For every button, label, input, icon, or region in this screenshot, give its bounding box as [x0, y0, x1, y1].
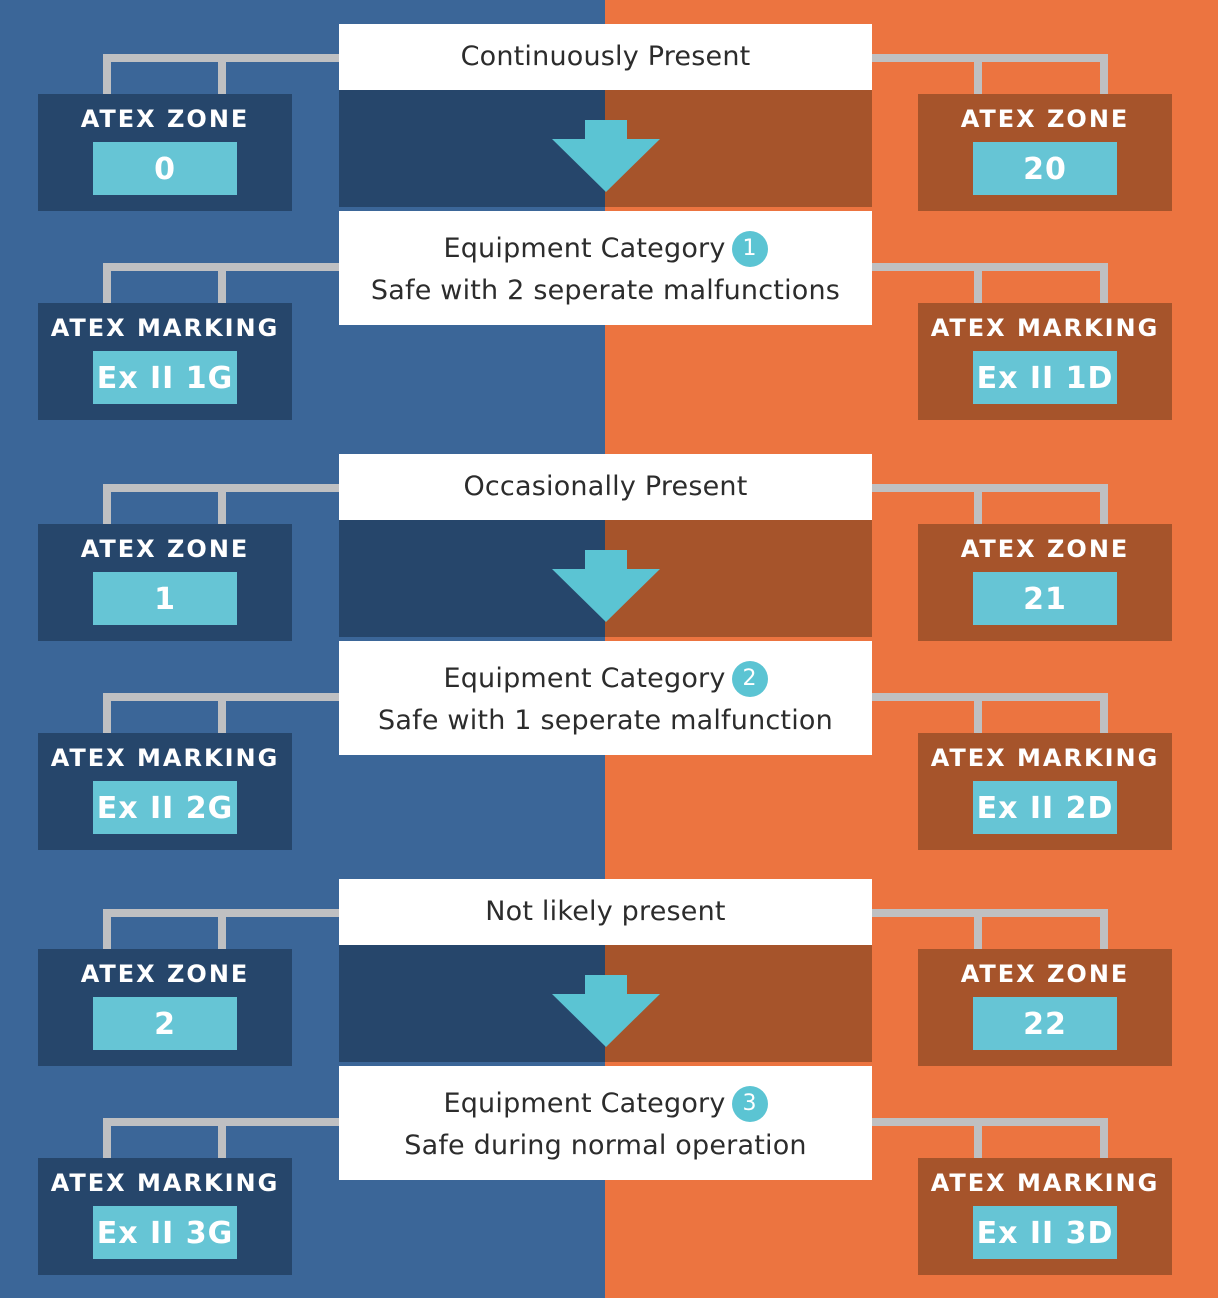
marking-label: ATEX MARKING — [930, 314, 1160, 342]
category-number-badge: 1 — [731, 231, 768, 267]
equipment-category-box: Equipment Category 3 Safe during normal o… — [339, 1066, 872, 1180]
connector-line — [974, 54, 982, 94]
connector-line — [103, 54, 111, 94]
marking-value: Ex II 3G — [93, 1206, 237, 1259]
zone-value: 22 — [973, 997, 1117, 1050]
marking-label: ATEX MARKING — [50, 744, 280, 772]
connector-line — [872, 693, 1108, 701]
gas-zone-box: ATEX ZONE 1 — [38, 524, 292, 641]
category-number-badge: 3 — [731, 1086, 768, 1122]
connector-line — [974, 693, 982, 733]
connector-line — [1100, 1118, 1108, 1158]
connector-line — [1100, 263, 1108, 303]
zone-label: ATEX ZONE — [960, 535, 1130, 563]
arrow-band — [339, 520, 872, 637]
zone-value: 0 — [93, 142, 237, 195]
equipment-category-box: Equipment Category 1 Safe with 2 seperate… — [339, 211, 872, 325]
zone-value: 1 — [93, 572, 237, 625]
category-description: Safe during normal operation — [404, 1130, 807, 1161]
category-label: Equipment Category — [443, 233, 726, 264]
connector-line — [103, 1118, 111, 1158]
zone-label: ATEX ZONE — [960, 960, 1130, 988]
connector-line — [218, 1118, 226, 1158]
dust-zone-box: ATEX ZONE 22 — [918, 949, 1172, 1066]
connector-line — [1100, 54, 1108, 94]
marking-label: ATEX MARKING — [50, 314, 280, 342]
marking-label: ATEX MARKING — [930, 1169, 1160, 1197]
connector-line — [218, 484, 226, 524]
connector-line — [218, 54, 226, 94]
connector-line — [103, 484, 111, 524]
down-arrow-icon — [552, 975, 660, 1047]
gas-marking-box: ATEX MARKING Ex II 3G — [38, 1158, 292, 1275]
zone-value: 2 — [93, 997, 237, 1050]
category-description: Safe with 2 seperate malfunctions — [370, 275, 841, 306]
zone-label: ATEX ZONE — [960, 105, 1130, 133]
connector-line — [872, 909, 1108, 917]
zone-value: 20 — [973, 142, 1117, 195]
marking-value: Ex II 1D — [973, 351, 1117, 404]
dust-marking-box: ATEX MARKING Ex II 2D — [918, 733, 1172, 850]
zone-value: 21 — [973, 572, 1117, 625]
connector-line — [218, 909, 226, 949]
dust-marking-box: ATEX MARKING Ex II 1D — [918, 303, 1172, 420]
connector-line — [103, 693, 111, 733]
zone-label: ATEX ZONE — [80, 105, 250, 133]
connector-line — [103, 263, 111, 303]
marking-label: ATEX MARKING — [930, 744, 1160, 772]
category-number-badge: 2 — [731, 661, 768, 697]
gas-marking-box: ATEX MARKING Ex II 1G — [38, 303, 292, 420]
arrow-band — [339, 90, 872, 207]
category-label: Equipment Category — [443, 663, 726, 694]
marking-value: Ex II 2G — [93, 781, 237, 834]
dust-zone-box: ATEX ZONE 21 — [918, 524, 1172, 641]
marking-value: Ex II 3D — [973, 1206, 1117, 1259]
down-arrow-icon — [552, 550, 660, 622]
marking-label: ATEX MARKING — [50, 1169, 280, 1197]
connector-line — [1100, 693, 1108, 733]
zone-label: ATEX ZONE — [80, 535, 250, 563]
connector-line — [103, 909, 111, 949]
gas-marking-box: ATEX MARKING Ex II 2G — [38, 733, 292, 850]
connector-line — [1100, 484, 1108, 524]
marking-value: Ex II 2D — [973, 781, 1117, 834]
connector-line — [872, 263, 1108, 271]
connector-line — [1100, 909, 1108, 949]
connector-line — [872, 54, 1108, 62]
equipment-category-box: Equipment Category 2 Safe with 1 seperate… — [339, 641, 872, 755]
connector-line — [974, 1118, 982, 1158]
connector-line — [872, 1118, 1108, 1126]
arrow-band — [339, 945, 872, 1062]
presence-title: Not likely present — [339, 879, 872, 945]
gas-zone-box: ATEX ZONE 2 — [38, 949, 292, 1066]
presence-title: Occasionally Present — [339, 454, 872, 520]
down-arrow-icon — [552, 120, 660, 192]
presence-title: Continuously Present — [339, 24, 872, 90]
connector-line — [218, 263, 226, 303]
zone-label: ATEX ZONE — [80, 960, 250, 988]
gas-zone-box: ATEX ZONE 0 — [38, 94, 292, 211]
connector-line — [872, 484, 1108, 492]
category-label: Equipment Category — [443, 1088, 726, 1119]
connector-line — [974, 909, 982, 949]
dust-marking-box: ATEX MARKING Ex II 3D — [918, 1158, 1172, 1275]
dust-zone-box: ATEX ZONE 20 — [918, 94, 1172, 211]
connector-line — [218, 693, 226, 733]
connector-line — [974, 484, 982, 524]
connector-line — [974, 263, 982, 303]
category-description: Safe with 1 seperate malfunction — [378, 705, 833, 736]
marking-value: Ex II 1G — [93, 351, 237, 404]
